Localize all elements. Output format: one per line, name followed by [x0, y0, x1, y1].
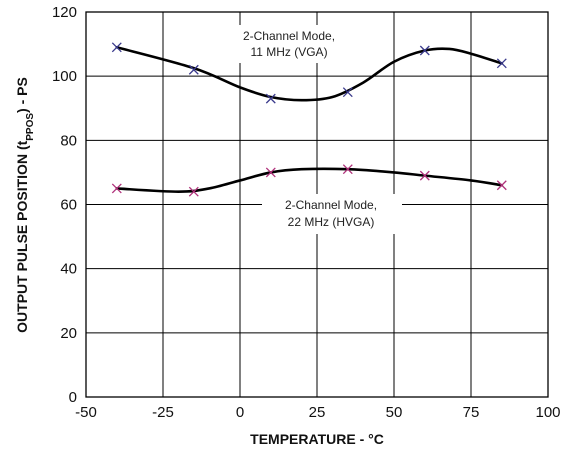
data-point-marker [111, 42, 122, 53]
series-label-vga-line-1: 2-Channel Mode, [243, 29, 335, 43]
series-label-vga: 2-Channel Mode, 11 MHz (VGA) [223, 25, 356, 63]
y-tick-label: 40 [60, 261, 77, 278]
series-label-hvga-line-2: 22 MHz (HVGA) [288, 215, 375, 229]
data-point-marker [496, 180, 507, 191]
x-tick-label: 25 [309, 404, 326, 421]
series-label-hvga-bg [262, 194, 402, 234]
data-point-marker [419, 170, 430, 181]
series-label-hvga: 2-Channel Mode, 22 MHz (HVGA) [262, 194, 402, 234]
y-axis-title-main: OUTPUT PULSE POSITION (t [14, 140, 30, 332]
y-tick-label: 120 [52, 4, 77, 21]
series-line-0 [115, 45, 504, 102]
data-point-marker [111, 183, 122, 194]
series-label-hvga-line-1: 2-Channel Mode, [285, 198, 377, 212]
x-tick-label: 50 [386, 404, 403, 421]
data-point-marker [188, 64, 199, 75]
data-point-marker [342, 164, 353, 175]
x-tick-label: 0 [236, 404, 244, 421]
series-label-vga-bg [223, 25, 356, 63]
y-axis-title: OUTPUT PULSE POSITION (tPPOS) - PS [14, 77, 36, 333]
x-tick-label: -50 [75, 404, 97, 421]
x-tick-label: -25 [152, 404, 174, 421]
plot-frame [85, 11, 549, 398]
series-markers [111, 42, 507, 197]
data-point-marker [419, 45, 430, 56]
y-tick-label: 20 [60, 325, 77, 342]
x-axis-title: TEMPERATURE - °C [250, 431, 384, 447]
data-point-marker [265, 167, 276, 178]
x-tick-label: 75 [463, 404, 480, 421]
series-curves [115, 45, 504, 193]
data-point-marker [265, 93, 276, 104]
series-line-1 [115, 167, 504, 193]
data-point-marker [342, 87, 353, 98]
y-tick-label: 80 [60, 132, 77, 149]
series-label-vga-line-2: 11 MHz (VGA) [250, 45, 327, 59]
x-tick-labels: -50 -25 0 25 50 75 100 [75, 404, 560, 421]
y-tick-labels: 0 20 40 60 80 100 120 [52, 4, 77, 406]
y-axis-title-tail: ) - PS [14, 77, 30, 113]
y-tick-label: 100 [52, 68, 77, 85]
x-tick-label: 100 [535, 404, 560, 421]
y-tick-label: 60 [60, 197, 77, 214]
data-point-marker [496, 58, 507, 69]
y-tick-label: 0 [69, 389, 77, 406]
data-point-marker [188, 186, 199, 197]
y-axis-title-subscript: PPOS [25, 113, 36, 141]
